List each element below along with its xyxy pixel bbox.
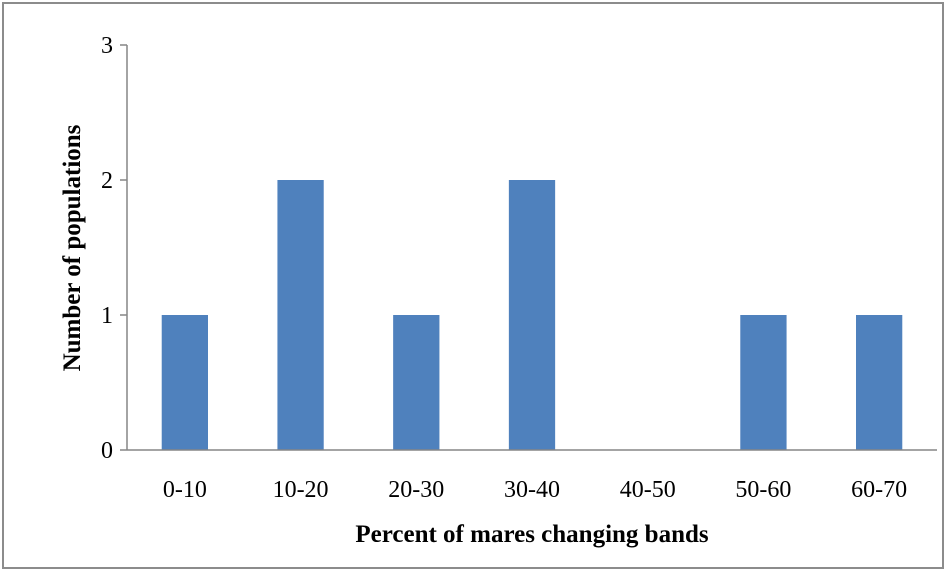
- y-tick-label: 1: [101, 303, 113, 329]
- bars-layer: [161, 180, 903, 450]
- x-tick-label: 20-30: [388, 477, 444, 503]
- bar: [508, 180, 556, 450]
- bar: [856, 315, 903, 450]
- axes-layer: [126, 45, 937, 451]
- x-tick-label: 0-10: [163, 477, 207, 503]
- x-tick-label: 60-70: [851, 477, 907, 503]
- bar: [393, 315, 440, 450]
- y-tick-label: 2: [101, 168, 113, 194]
- bar: [277, 180, 324, 450]
- x-tick-labels: 0-10 10-20 20-30 30-40 40-50 50-60 60-70: [163, 477, 907, 503]
- y-axis-title: Number of populations: [59, 124, 86, 371]
- x-tick-label: 40-50: [620, 477, 676, 503]
- x-tick-label: 10-20: [273, 477, 329, 503]
- x-axis-title: Percent of mares changing bands: [355, 521, 709, 548]
- y-tick-label: 0: [101, 438, 113, 464]
- bar: [161, 315, 208, 450]
- x-tick-label: 30-40: [504, 477, 560, 503]
- x-tick-label: 50-60: [735, 477, 791, 503]
- y-tick-label: 3: [101, 33, 113, 59]
- y-tick-labels: 0 1 2 3: [101, 33, 127, 464]
- bar: [740, 315, 787, 450]
